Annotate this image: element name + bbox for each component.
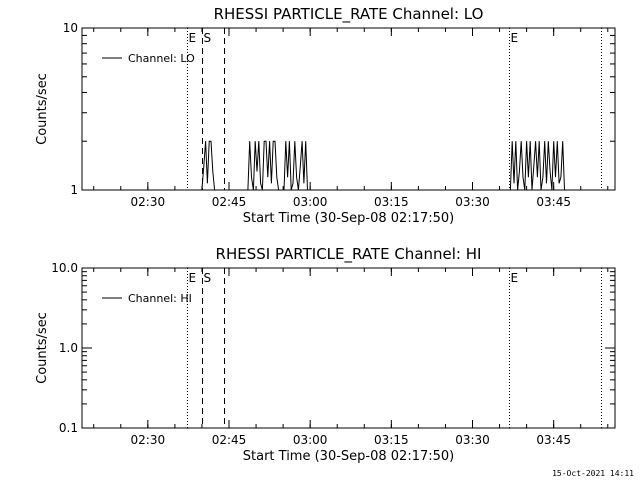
x-tick-label: 03:15 bbox=[374, 433, 409, 447]
x-tick-label: 02:45 bbox=[212, 195, 247, 209]
marker-label: E bbox=[511, 271, 519, 285]
x-axis-label: Start Time (30-Sep-08 02:17:50) bbox=[243, 211, 454, 226]
x-tick-label: 03:00 bbox=[293, 433, 328, 447]
chart-title: RHESSI PARTICLE_RATE Channel: LO bbox=[214, 5, 484, 24]
legend-label: Channel: LO bbox=[128, 52, 195, 65]
y-tick-label: 10 bbox=[63, 21, 78, 35]
x-tick-label: 03:30 bbox=[455, 195, 490, 209]
x-tick-label: 03:30 bbox=[455, 433, 490, 447]
chart-title: RHESSI PARTICLE_RATE Channel: HI bbox=[216, 245, 482, 264]
x-tick-label: 02:30 bbox=[131, 433, 166, 447]
x-tick-label: 02:45 bbox=[212, 433, 247, 447]
footer-timestamp: 15-Oct-2021 14:11 bbox=[552, 469, 634, 478]
x-tick-label: 03:00 bbox=[293, 195, 328, 209]
y-tick-label: 1.0 bbox=[59, 341, 78, 355]
marker-label: E bbox=[511, 31, 519, 45]
legend-label: Channel: HI bbox=[128, 292, 192, 305]
y-axis-label: Counts/sec bbox=[35, 312, 50, 384]
x-tick-label: 03:45 bbox=[536, 195, 571, 209]
series-line-segment bbox=[247, 140, 280, 191]
x-tick-label: 02:30 bbox=[131, 195, 166, 209]
y-tick-label: 1 bbox=[70, 183, 78, 197]
x-tick-label: 03:15 bbox=[374, 195, 409, 209]
marker-label: E bbox=[189, 31, 197, 45]
y-tick-label: 10.0 bbox=[51, 261, 78, 275]
series-line-segment bbox=[201, 140, 216, 191]
y-axis-label: Counts/sec bbox=[35, 73, 50, 145]
x-tick-label: 03:45 bbox=[536, 433, 571, 447]
marker-label: E bbox=[189, 271, 197, 285]
series-line-segment bbox=[283, 141, 308, 191]
y-tick-label: 0.1 bbox=[59, 421, 78, 435]
plot-frame bbox=[81, 27, 616, 191]
marker-label: S bbox=[204, 31, 212, 45]
series-line-segment bbox=[509, 141, 565, 191]
x-axis-label: Start Time (30-Sep-08 02:17:50) bbox=[243, 449, 454, 464]
marker-label: S bbox=[204, 271, 212, 285]
